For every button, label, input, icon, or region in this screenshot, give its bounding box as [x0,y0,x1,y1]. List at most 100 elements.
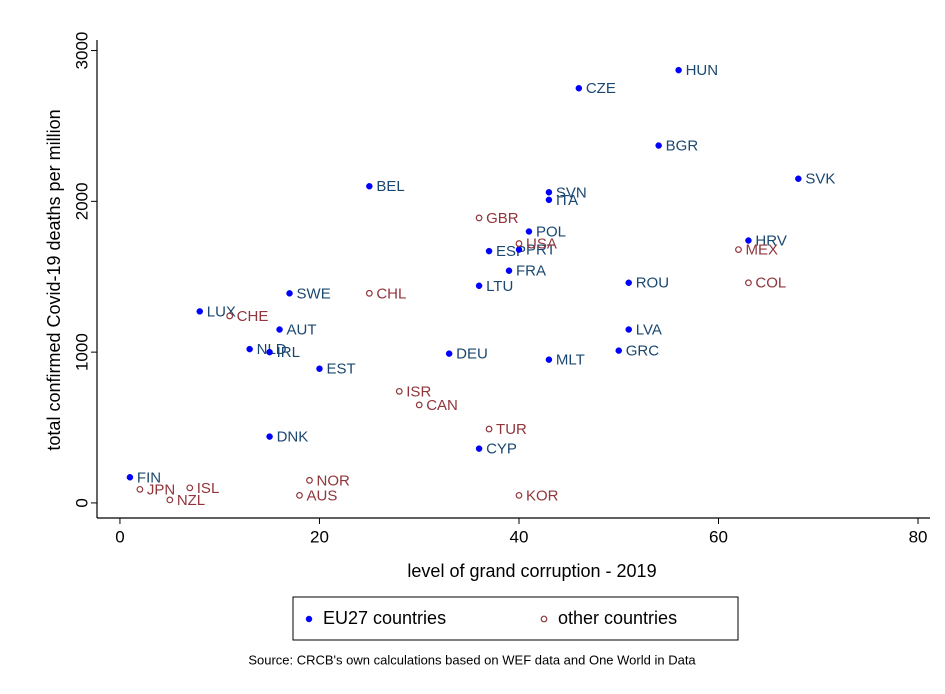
point-label: AUS [307,487,338,504]
x-tick-label: 40 [510,527,529,546]
marker [445,350,453,357]
point-label: SVK [805,171,835,188]
x-tick-label: 60 [709,527,728,546]
marker [415,401,423,409]
marker [745,279,752,287]
point-label: FRA [516,263,546,280]
legend [292,596,739,641]
point-label: DEU [456,346,488,363]
marker [675,66,682,74]
marker [515,240,523,247]
point-label: GRC [626,343,660,360]
marker [475,282,483,290]
point-label: SWE [297,285,331,302]
point-label: COL [755,275,786,292]
point-label: BGR [666,138,699,155]
marker [615,347,622,354]
y-tick-label: 0 [72,498,91,507]
point-label: CZE [586,80,616,97]
marker [266,348,273,356]
point-label: TUR [496,421,527,438]
point-label: JPN [147,481,175,498]
marker [136,485,144,493]
point-label: KOR [526,487,559,504]
marker [545,196,553,204]
point-label: GBR [486,210,519,227]
point-label: LTU [486,278,513,295]
point-label: ISR [406,383,431,400]
point-label: MLT [556,352,585,369]
point-label: NZL [177,492,205,509]
point-label: DNK [277,429,309,446]
marker [246,345,253,353]
x-axis-title: level of grand corruption - 2019 [407,561,656,581]
source-note: Source: CRCB's own calculations based on… [248,652,696,667]
legend-label: other countries [558,608,677,628]
marker [306,476,313,484]
marker [545,189,553,196]
point-label: NLD [257,341,287,358]
marker [126,474,134,481]
point-label: FIN [137,469,161,486]
marker [735,246,742,253]
y-tick-label: 2000 [72,182,91,220]
y-tick-label: 1000 [72,333,91,371]
marker [625,279,632,287]
marker [286,290,293,297]
y-axis-title: total confirmed Covid-19 deaths per mill… [44,109,64,450]
x-tick-label: 80 [909,527,928,546]
legend-label: EU27 countries [323,608,446,628]
point-label: CHE [237,308,269,325]
marker [515,246,523,253]
marker [505,267,513,274]
marker [166,496,174,504]
marker [795,175,802,182]
point-label: SVN [556,184,587,201]
legend-marker [305,615,313,623]
marker [485,247,493,255]
point-label: EST [326,361,355,378]
point-label: AUT [287,321,317,338]
point-label: PRT [526,242,556,259]
point-label: ROU [636,275,669,292]
point-label: ISL [197,480,220,497]
marker [266,433,273,440]
marker [296,491,303,499]
point-label: USA [526,236,557,253]
marker [525,228,533,235]
legend-marker [540,615,548,623]
point-label: CYP [486,441,517,458]
marker [276,326,283,333]
marker [226,312,234,320]
point-label: POL [536,223,566,240]
point-label: HUN [686,62,719,79]
marker [366,183,373,190]
marker [515,491,523,499]
marker [625,326,632,333]
marker [745,237,752,244]
marker [196,308,204,315]
point-label: BEL [376,178,404,195]
marker [475,445,483,452]
marker [186,484,194,492]
point-label: CHL [376,285,406,302]
marker [545,356,553,363]
point-label: NOR [316,472,350,489]
marker [365,289,373,297]
point-label: MEX [745,242,778,259]
marker [316,365,323,372]
marker [395,387,403,395]
x-tick-label: 20 [310,527,329,546]
point-label: LVA [636,321,662,338]
x-tick-label: 0 [115,527,124,546]
marker [485,425,493,433]
point-label: IRL [277,344,300,361]
point-label: CAN [426,397,458,414]
point-label: HRV [755,233,786,250]
point-label: ITA [556,192,578,209]
marker [655,142,662,149]
y-tick-label: 3000 [72,32,91,70]
marker [475,214,483,222]
